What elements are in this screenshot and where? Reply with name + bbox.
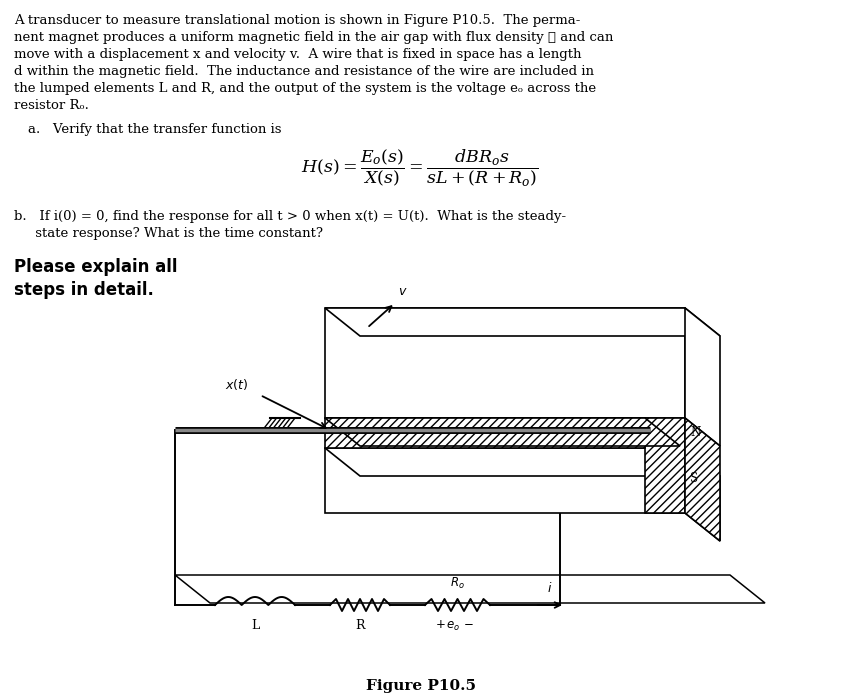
Text: move with a displacement x and velocity v.  A wire that is fixed in space has a : move with a displacement x and velocity … <box>14 48 581 61</box>
Polygon shape <box>325 448 685 513</box>
Text: $H(s) = \dfrac{E_o(s)}{X(s)} = \dfrac{d\mathit{B}R_o s}{sL + (R + R_o)}$: $H(s) = \dfrac{E_o(s)}{X(s)} = \dfrac{d\… <box>301 147 539 189</box>
Polygon shape <box>645 418 685 513</box>
Text: d within the magnetic field.  The inductance and resistance of the wire are incl: d within the magnetic field. The inducta… <box>14 65 594 78</box>
Text: S: S <box>690 472 698 484</box>
Text: state response? What is the time constant?: state response? What is the time constan… <box>14 227 323 240</box>
Text: $+\, e_o\,-$: $+\, e_o\,-$ <box>435 619 474 633</box>
Polygon shape <box>325 308 685 418</box>
Text: Figure P10.5: Figure P10.5 <box>366 679 476 693</box>
Polygon shape <box>685 308 720 446</box>
Text: A transducer to measure translational motion is shown in Figure P10.5.  The perm: A transducer to measure translational mo… <box>14 14 580 27</box>
Polygon shape <box>685 418 720 541</box>
Text: Please explain all: Please explain all <box>14 258 177 276</box>
Polygon shape <box>325 308 720 336</box>
Text: resistor Rₒ.: resistor Rₒ. <box>14 99 89 112</box>
Polygon shape <box>325 418 645 448</box>
Text: R: R <box>355 619 365 632</box>
Text: $R_o$: $R_o$ <box>450 576 465 591</box>
Text: $x(t)$: $x(t)$ <box>225 377 248 392</box>
Text: a.   Verify that the transfer function is: a. Verify that the transfer function is <box>28 123 282 136</box>
Text: the lumped elements L and R, and the output of the system is the voltage eₒ acro: the lumped elements L and R, and the out… <box>14 82 596 95</box>
Polygon shape <box>325 448 720 476</box>
Text: N: N <box>690 426 701 440</box>
Polygon shape <box>325 418 680 446</box>
Text: nent magnet produces a uniform magnetic field in the air gap with flux density ℬ: nent magnet produces a uniform magnetic … <box>14 31 613 44</box>
Text: b.   If i(0) = 0, find the response for all t > 0 when x(t) = U(t).  What is the: b. If i(0) = 0, find the response for al… <box>14 210 566 223</box>
Text: steps in detail.: steps in detail. <box>14 281 154 299</box>
Text: $v$: $v$ <box>398 285 408 298</box>
Text: L: L <box>251 619 259 632</box>
Polygon shape <box>175 575 765 603</box>
Text: $i$: $i$ <box>547 581 553 595</box>
Polygon shape <box>685 448 720 541</box>
